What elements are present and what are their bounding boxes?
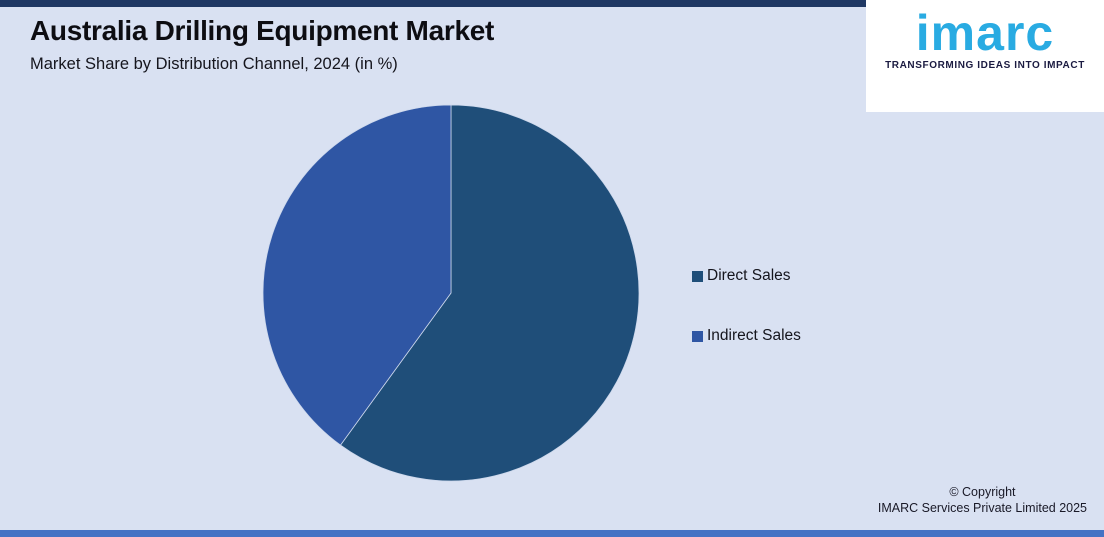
bottom-accent-bar [0,530,1104,537]
imarc-tagline: TRANSFORMING IDEAS INTO IMPACT [885,60,1085,71]
legend-label-indirect-sales: Indirect Sales [707,327,801,344]
pie-slice-indirect-sales [262,104,452,446]
imarc-logo-panel: imarc TRANSFORMING IDEAS INTO IMPACT [866,0,1104,112]
legend-swatch-indirect-sales [692,330,703,342]
imarc-logo: imarc [915,5,1055,61]
pie-chart [262,104,640,482]
legend-item-indirect-sales: Indirect Sales [692,325,801,347]
pie-slice-direct-sales [339,104,640,482]
copyright-line1: © Copyright [949,485,1016,499]
page-subtitle: Market Share by Distribution Channel, 20… [30,55,398,73]
legend-item-direct-sales: Direct Sales [692,265,801,287]
chart-legend: Direct Sales Indirect Sales [692,265,801,347]
copyright-line2: IMARC Services Private Limited 2025 [877,501,1087,515]
page-title: Australia Drilling Equipment Market [30,15,495,46]
legend-label-direct-sales: Direct Sales [707,267,791,284]
chart-header: Australia Drilling Equipment Market Mark… [30,13,494,74]
top-accent-bar [0,0,868,7]
copyright-notice: © Copyright IMARC Services Private Limit… [878,484,1087,516]
legend-swatch-direct-sales [692,270,703,282]
pie-chart-svg [262,104,640,482]
